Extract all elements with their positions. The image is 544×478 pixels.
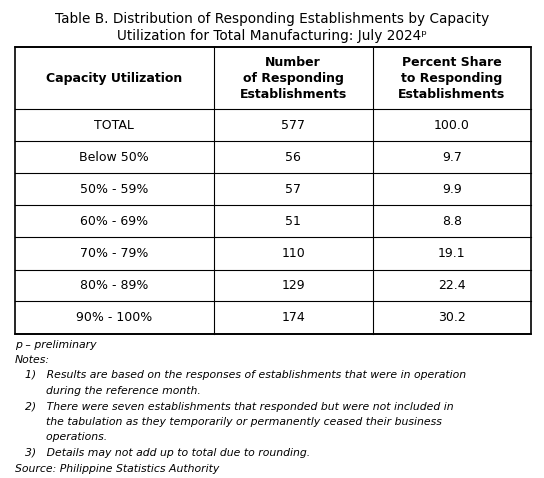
Text: 50% - 59%: 50% - 59% <box>80 183 149 196</box>
Text: 9.9: 9.9 <box>442 183 462 196</box>
Text: 57: 57 <box>285 183 301 196</box>
Text: 80% - 89%: 80% - 89% <box>80 279 149 292</box>
Text: 2)   There were seven establishments that responded but were not included in: 2) There were seven establishments that … <box>25 402 454 412</box>
Text: 8.8: 8.8 <box>442 215 462 228</box>
Text: 70% - 79%: 70% - 79% <box>80 247 149 260</box>
Text: Capacity Utilization: Capacity Utilization <box>46 72 182 85</box>
Text: 1)   Results are based on the responses of establishments that were in operation: 1) Results are based on the responses of… <box>25 370 466 380</box>
Text: 30.2: 30.2 <box>438 311 466 324</box>
Text: operations.: operations. <box>25 433 107 443</box>
Text: 51: 51 <box>285 215 301 228</box>
Text: 56: 56 <box>285 151 301 164</box>
Bar <box>15 47 531 334</box>
Text: 100.0: 100.0 <box>434 119 469 132</box>
Text: 174: 174 <box>281 311 305 324</box>
Text: 577: 577 <box>281 119 305 132</box>
Text: 90% - 100%: 90% - 100% <box>76 311 152 324</box>
Text: the tabulation as they temporarily or permanently ceased their business: the tabulation as they temporarily or pe… <box>25 417 442 427</box>
Text: Notes:: Notes: <box>15 355 50 365</box>
Text: Utilization for Total Manufacturing: July 2024ᵖ: Utilization for Total Manufacturing: Jul… <box>117 30 427 43</box>
Text: during the reference month.: during the reference month. <box>25 386 201 396</box>
Text: Below 50%: Below 50% <box>79 151 149 164</box>
Text: TOTAL: TOTAL <box>95 119 134 132</box>
Text: 9.7: 9.7 <box>442 151 462 164</box>
Text: Percent Share
to Responding
Establishments: Percent Share to Responding Establishmen… <box>398 56 505 101</box>
Text: 110: 110 <box>281 247 305 260</box>
Text: Table B. Distribution of Responding Establishments by Capacity: Table B. Distribution of Responding Esta… <box>55 12 489 26</box>
Text: 22.4: 22.4 <box>438 279 466 292</box>
Text: Number
of Responding
Establishments: Number of Responding Establishments <box>239 56 347 101</box>
Text: 3)   Details may not add up to total due to rounding.: 3) Details may not add up to total due t… <box>25 448 310 458</box>
Text: 19.1: 19.1 <box>438 247 466 260</box>
Text: Source: Philippine Statistics Authority: Source: Philippine Statistics Authority <box>15 464 219 474</box>
Text: 129: 129 <box>281 279 305 292</box>
Text: p – preliminary: p – preliminary <box>15 339 96 349</box>
Text: 60% - 69%: 60% - 69% <box>81 215 149 228</box>
